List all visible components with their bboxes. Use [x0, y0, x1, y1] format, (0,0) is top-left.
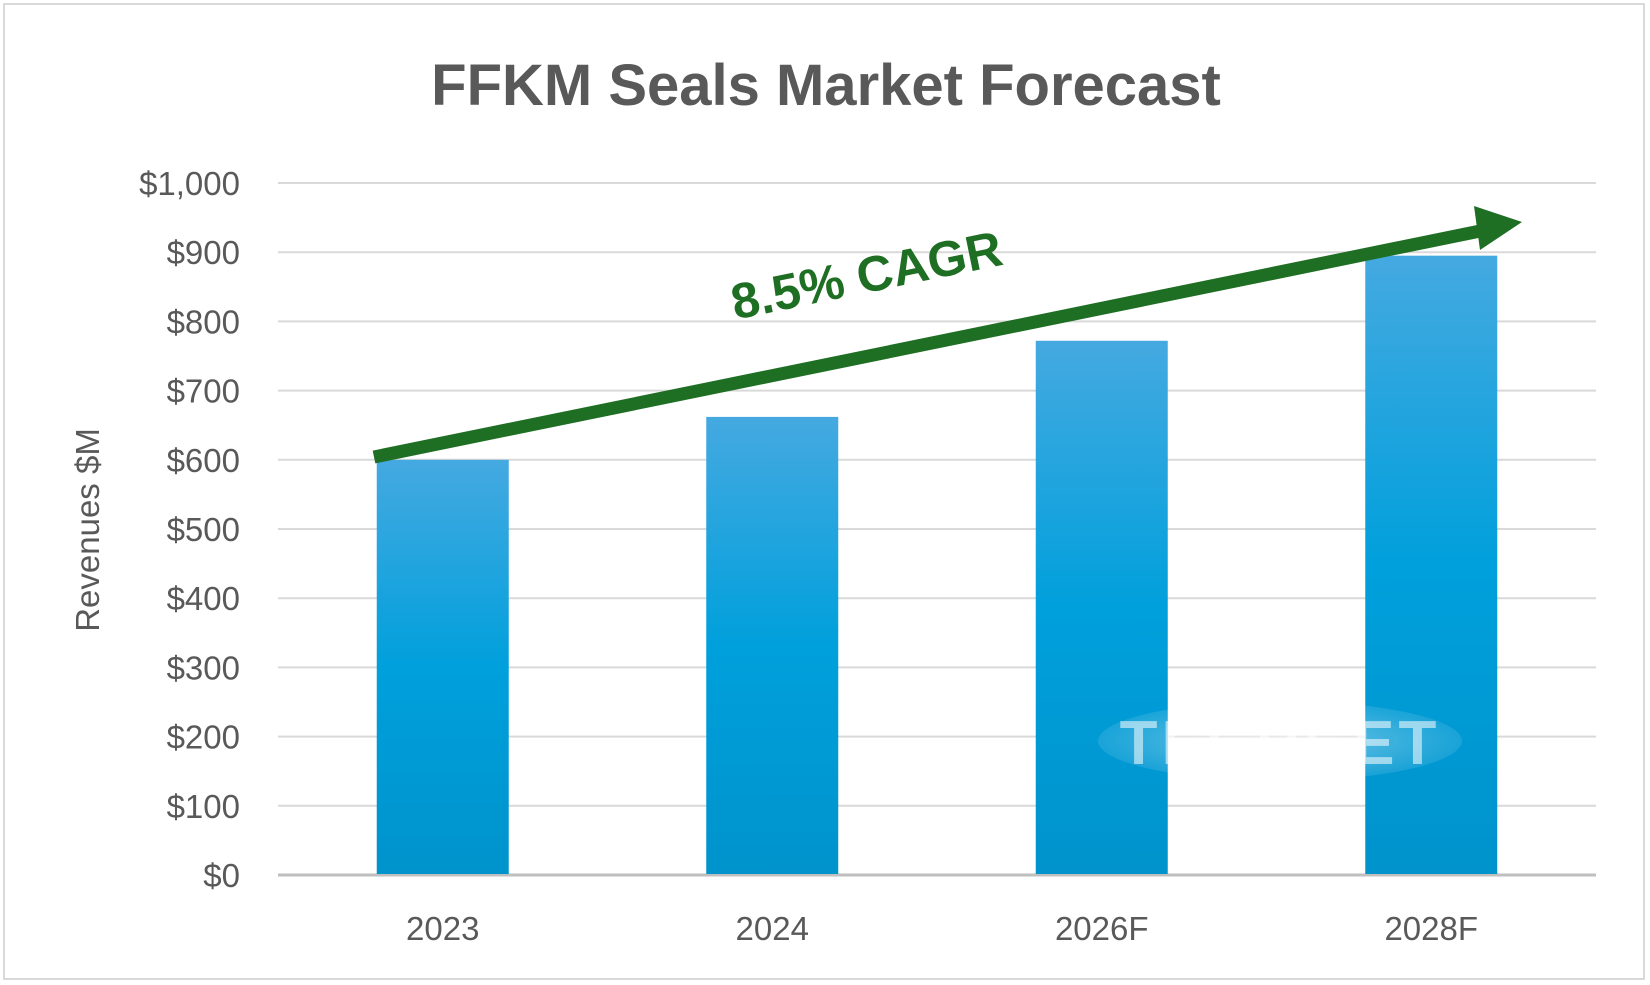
y-axis-label: Revenues $M — [69, 428, 106, 632]
bar-2028F — [1365, 255, 1498, 874]
x-axis-ticks: 2023 2024 2026F 2028F — [406, 910, 1478, 947]
y-tick-label: $0 — [203, 857, 240, 894]
y-tick-label: $600 — [167, 442, 240, 479]
cagr-label: 8.5% CAGR — [726, 220, 1007, 330]
y-tick-label: $700 — [167, 373, 240, 410]
chart-title: FFKM Seals Market Forecast — [431, 53, 1221, 118]
watermark-logo: TECHCET — [1098, 701, 1462, 781]
y-tick-label: $500 — [167, 511, 240, 548]
y-tick-label: $1,000 — [139, 165, 240, 202]
y-axis-ticks: $0 $100 $200 $300 $400 $500 $600 $700 $800 $900 $1… — [139, 165, 240, 894]
y-tick-label: $900 — [167, 234, 240, 271]
bar-2023 — [376, 459, 509, 874]
y-tick-label: $100 — [167, 788, 240, 825]
y-tick-label: $300 — [167, 649, 240, 686]
cagr-arrow — [372, 206, 1522, 464]
x-tick-label: 2028F — [1384, 910, 1478, 947]
x-tick-label: 2024 — [736, 910, 809, 947]
y-tick-label: $800 — [167, 303, 240, 340]
watermark-text: TECHCET — [1120, 709, 1441, 778]
x-tick-label: 2023 — [406, 910, 479, 947]
bars — [376, 255, 1498, 874]
y-tick-label: $200 — [167, 719, 240, 756]
bar-2026F — [1035, 340, 1168, 874]
y-tick-label: $400 — [167, 580, 240, 617]
x-tick-label: 2026F — [1055, 910, 1149, 947]
bar-2024 — [706, 416, 839, 874]
